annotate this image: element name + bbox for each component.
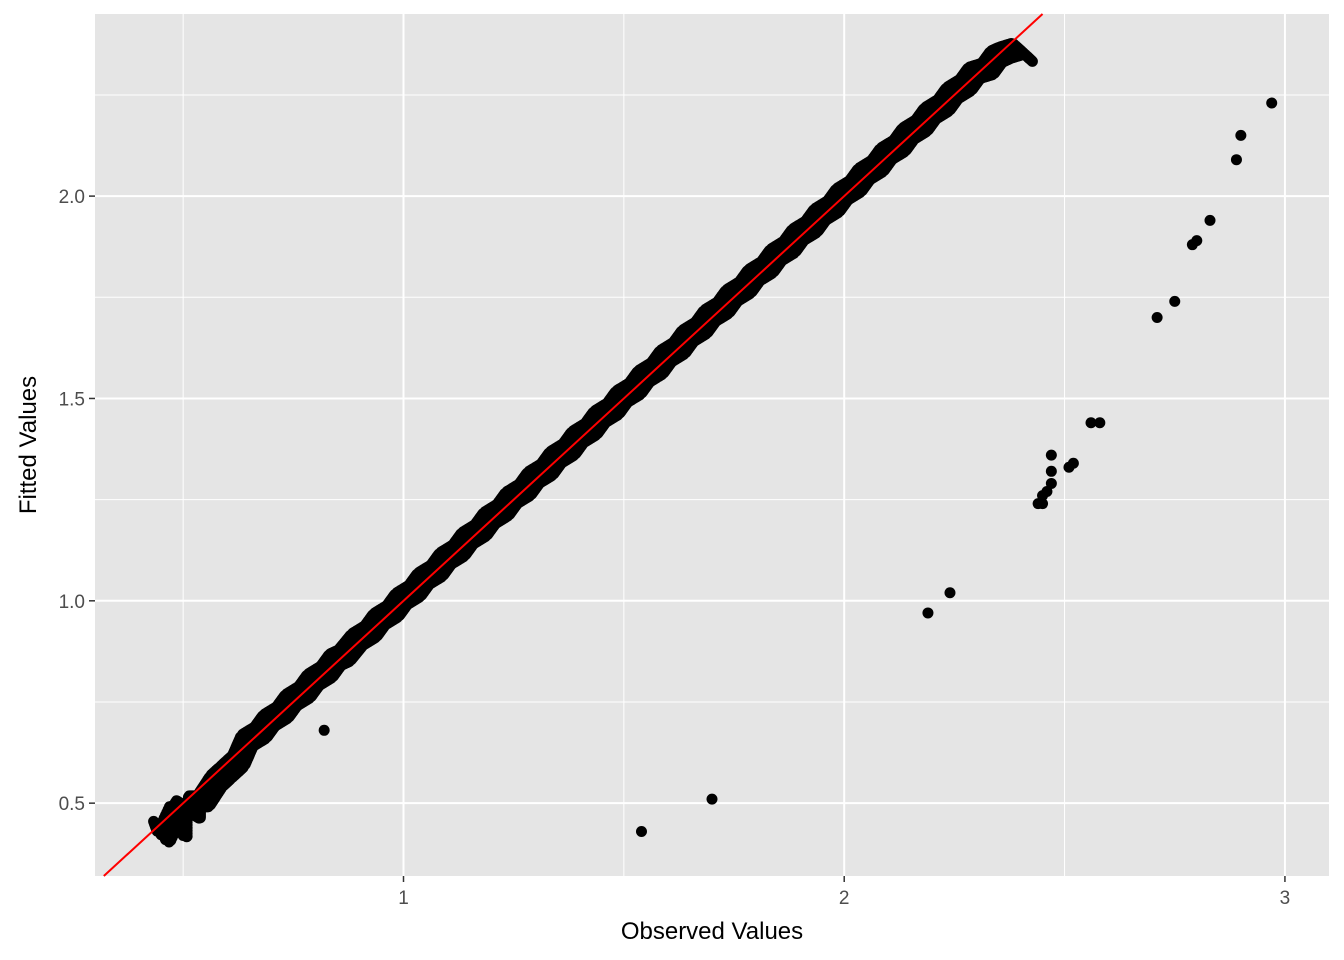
y-tick-label: 2.0	[59, 187, 85, 208]
outlier-point	[318, 724, 330, 736]
outlier-point	[1191, 235, 1203, 247]
outlier-point	[1094, 417, 1106, 429]
major-gridlines	[95, 14, 1329, 876]
outlier-point	[1041, 486, 1053, 498]
outlier-point	[1045, 449, 1057, 461]
outlier-point	[1045, 477, 1057, 489]
data-point	[1023, 53, 1035, 65]
x-tick-label: 3	[1280, 888, 1291, 909]
y-axis: 0.5 1.0 1.5 2.0	[59, 187, 95, 815]
y-tick-label: 1.0	[59, 592, 85, 613]
outlier-point	[922, 607, 934, 619]
y-tick-label: 0.5	[59, 794, 85, 815]
y-axis-title: Fitted Values	[15, 376, 42, 514]
outlier-point	[944, 587, 956, 599]
outlier-point	[706, 793, 718, 805]
outlier-point	[1230, 154, 1242, 166]
outlier-point	[1067, 457, 1079, 469]
outlier-points	[318, 97, 1278, 837]
outlier-point	[635, 825, 647, 837]
y-tick-label: 1.5	[59, 389, 85, 410]
x-axis-title: Observed Values	[621, 918, 803, 945]
x-axis: 1 2 3	[398, 876, 1290, 909]
reference-line	[103, 13, 1044, 877]
outlier-point	[1266, 97, 1278, 109]
outlier-point	[1169, 295, 1181, 307]
outlier-point	[1151, 312, 1163, 324]
panel-background	[95, 14, 1329, 876]
outlier-point	[1235, 129, 1247, 141]
outlier-point	[1037, 498, 1049, 510]
outlier-point	[1045, 465, 1057, 477]
x-tick-label: 2	[839, 888, 850, 909]
outlier-point	[1085, 417, 1097, 429]
outlier-point	[1204, 214, 1216, 226]
x-tick-label: 1	[398, 888, 409, 909]
